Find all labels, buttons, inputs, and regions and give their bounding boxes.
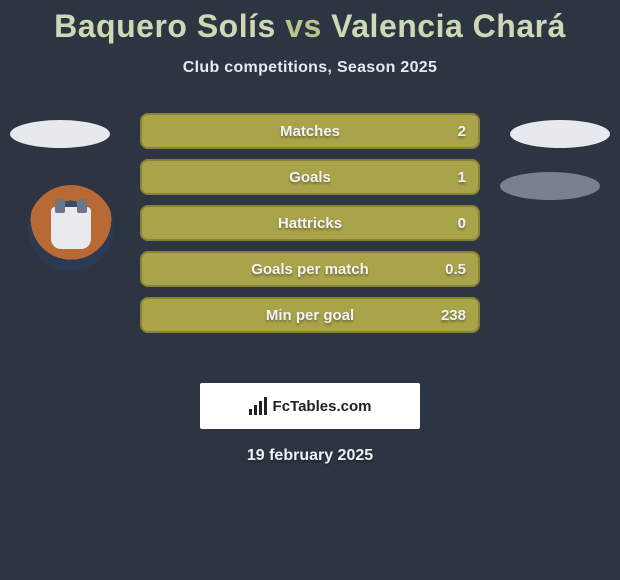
club-badge <box>28 185 114 271</box>
stat-row: Matches 2 <box>140 113 480 149</box>
player2-name: Valencia Chará <box>331 8 566 44</box>
stat-label: Goals per match <box>251 261 369 278</box>
player1-marker <box>10 120 110 148</box>
stat-rows: Matches 2 Goals 1 Hattricks 0 Goals per match 0… <box>140 113 480 343</box>
attribution-text: FcTables.com <box>273 398 372 415</box>
player1-name: Baquero Solís <box>54 8 276 44</box>
player2-marker-top <box>510 120 610 148</box>
stat-row: Hattricks 0 <box>140 205 480 241</box>
stat-value: 0.5 <box>445 261 466 278</box>
stat-label: Hattricks <box>278 215 342 232</box>
stat-row: Goals per match 0.5 <box>140 251 480 287</box>
bar-chart-icon <box>249 397 267 415</box>
stat-value: 1 <box>458 169 466 186</box>
stat-label: Matches <box>280 123 340 140</box>
stat-row: Min per goal 238 <box>140 297 480 333</box>
attribution-box[interactable]: FcTables.com <box>200 383 420 429</box>
date-text: 19 february 2025 <box>0 447 620 465</box>
badge-shield-icon <box>51 207 91 249</box>
stat-value: 238 <box>441 307 466 324</box>
stat-label: Min per goal <box>266 307 354 324</box>
stat-value: 0 <box>458 215 466 232</box>
stat-value: 2 <box>458 123 466 140</box>
vs-text: vs <box>285 8 322 44</box>
comparison-stage: Matches 2 Goals 1 Hattricks 0 Goals per match 0… <box>0 105 620 365</box>
player2-marker-mid <box>500 172 600 200</box>
stat-label: Goals <box>289 169 331 186</box>
stat-row: Goals 1 <box>140 159 480 195</box>
subtitle: Club competitions, Season 2025 <box>0 59 620 77</box>
comparison-title: Baquero Solís vs Valencia Chará <box>0 0 620 45</box>
